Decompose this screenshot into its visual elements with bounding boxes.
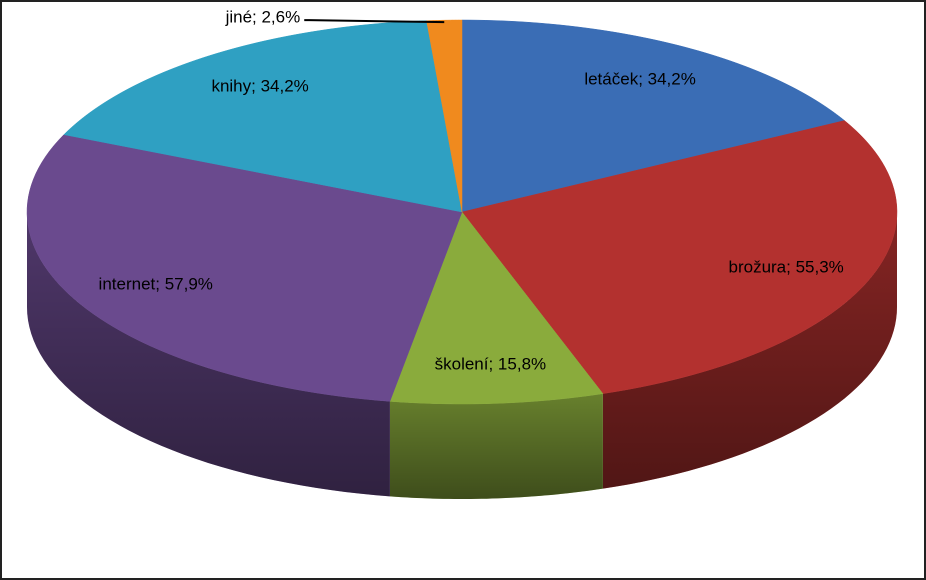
data-label: internet; 57,9% <box>99 274 213 293</box>
leader-line <box>304 19 445 24</box>
slice <box>389 211 604 405</box>
data-label: jiné; 2,6% <box>225 8 301 27</box>
slice <box>63 20 463 213</box>
slice-side-shade <box>27 212 390 497</box>
slice <box>461 120 898 394</box>
slice-side-shade <box>389 393 603 499</box>
data-label: školení; 15,8% <box>435 355 547 374</box>
data-label: letáček; 34,2% <box>584 70 696 89</box>
slice <box>426 19 463 213</box>
slice <box>26 134 463 402</box>
slice-side-shade <box>602 212 897 489</box>
slice <box>461 19 846 213</box>
data-label: brožura; 55,3% <box>729 257 844 276</box>
data-label: knihy; 34,2% <box>211 76 308 95</box>
